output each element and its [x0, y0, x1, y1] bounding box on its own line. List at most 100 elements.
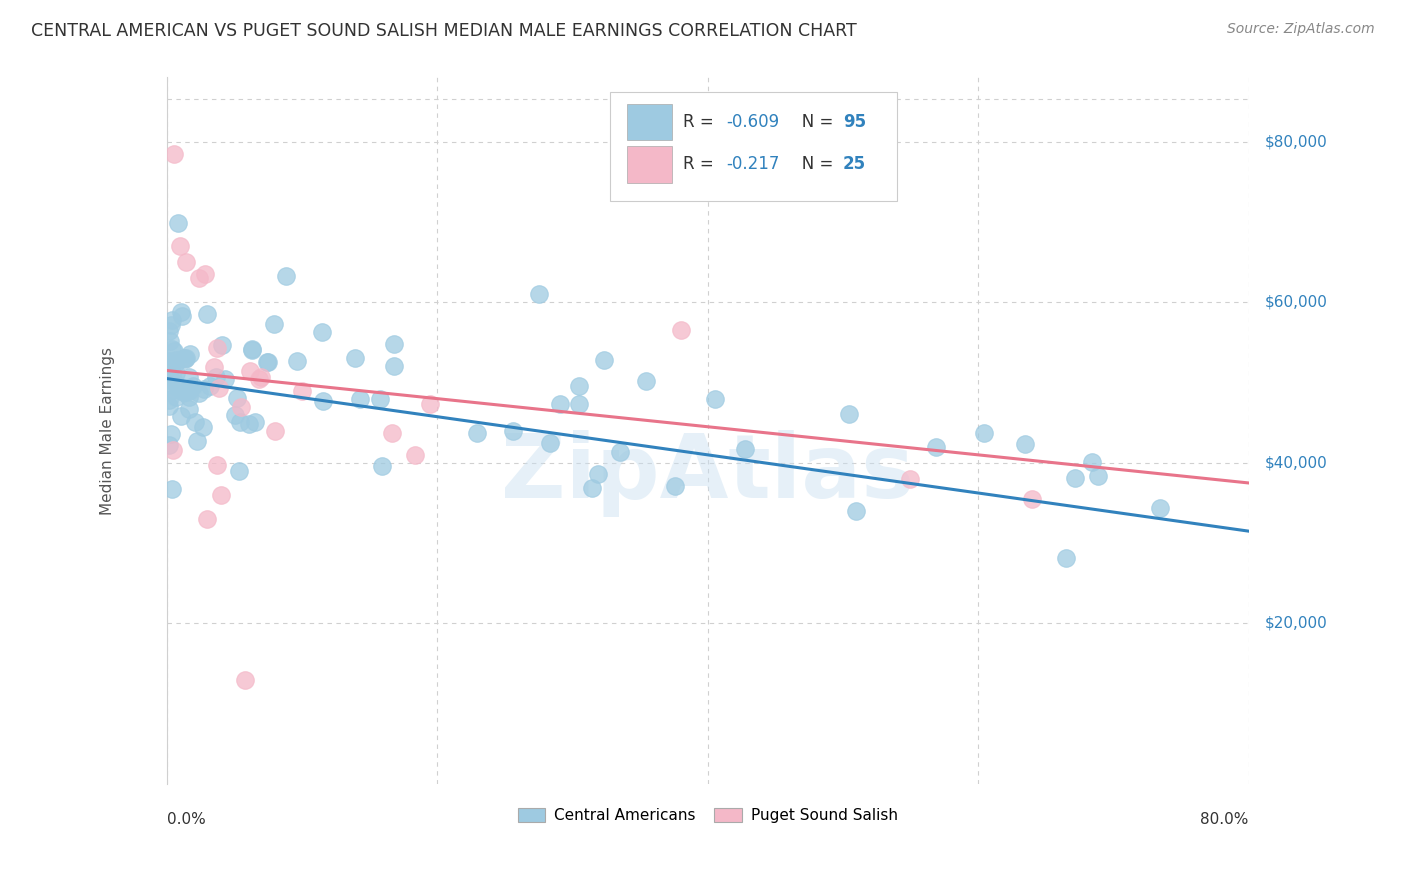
Point — [256, 355, 278, 369]
Point — [1014, 437, 1036, 451]
Point — [195, 512, 218, 526]
Text: N =: N = — [786, 113, 838, 131]
Point — [179, 391, 201, 405]
Point — [973, 426, 995, 441]
Text: 25: 25 — [842, 155, 866, 173]
Text: $40,000: $40,000 — [1265, 456, 1327, 470]
Point — [344, 351, 367, 365]
Point — [368, 392, 391, 406]
Point — [538, 436, 561, 450]
Point — [1081, 454, 1104, 468]
Point — [184, 415, 207, 429]
Point — [202, 359, 225, 374]
Point — [160, 371, 183, 385]
Text: CENTRAL AMERICAN VS PUGET SOUND SALISH MEDIAN MALE EARNINGS CORRELATION CHART: CENTRAL AMERICAN VS PUGET SOUND SALISH M… — [31, 22, 856, 40]
Point — [208, 381, 231, 395]
Point — [527, 287, 550, 301]
Point — [191, 419, 214, 434]
Point — [165, 390, 187, 404]
Point — [211, 337, 233, 351]
Point — [170, 409, 193, 424]
Text: 0.0%: 0.0% — [167, 813, 205, 828]
Point — [243, 416, 266, 430]
Point — [174, 255, 197, 269]
Point — [669, 323, 692, 337]
Text: $60,000: $60,000 — [1265, 294, 1327, 310]
Point — [925, 440, 948, 454]
Point — [177, 369, 200, 384]
Point — [502, 424, 524, 438]
Text: $20,000: $20,000 — [1265, 616, 1327, 631]
Point — [173, 384, 195, 399]
Point — [162, 383, 184, 397]
Point — [207, 458, 229, 473]
Point — [1087, 469, 1109, 483]
Point — [207, 341, 229, 355]
Point — [1054, 550, 1077, 565]
Point — [186, 434, 208, 448]
Point — [214, 372, 236, 386]
Point — [240, 343, 263, 357]
Point — [159, 399, 181, 413]
Text: $80,000: $80,000 — [1265, 134, 1327, 149]
Point — [311, 325, 333, 339]
Legend: Central Americans, Puget Sound Salish: Central Americans, Puget Sound Salish — [512, 802, 904, 830]
Point — [734, 442, 756, 456]
Point — [165, 357, 187, 371]
Point — [256, 355, 278, 369]
Point — [419, 397, 441, 411]
Point — [238, 417, 260, 432]
Point — [845, 504, 868, 518]
Point — [165, 376, 187, 390]
Point — [229, 415, 252, 429]
Point — [177, 402, 200, 417]
Point — [167, 216, 190, 230]
Point — [163, 343, 186, 358]
Point — [274, 269, 297, 284]
Point — [181, 379, 204, 393]
Point — [193, 382, 215, 396]
Point — [465, 425, 488, 440]
FancyBboxPatch shape — [610, 92, 897, 201]
Point — [165, 366, 187, 380]
Point — [568, 397, 591, 411]
Text: Source: ZipAtlas.com: Source: ZipAtlas.com — [1227, 22, 1375, 37]
Point — [169, 239, 191, 253]
Point — [159, 324, 181, 338]
Point — [160, 426, 183, 441]
Point — [609, 445, 631, 459]
Text: Median Male Earnings: Median Male Earnings — [100, 347, 115, 515]
Point — [172, 385, 194, 400]
Point — [228, 464, 250, 478]
Text: 80.0%: 80.0% — [1201, 813, 1249, 828]
Point — [382, 337, 405, 351]
Point — [240, 343, 263, 358]
Point — [162, 442, 184, 457]
Point — [159, 359, 181, 374]
Point — [195, 308, 218, 322]
Point — [247, 372, 270, 386]
Point — [382, 359, 405, 373]
Point — [548, 397, 571, 411]
Point — [179, 347, 201, 361]
Text: -0.217: -0.217 — [725, 155, 779, 173]
Point — [1149, 501, 1171, 516]
Point — [159, 354, 181, 368]
Point — [349, 392, 371, 406]
Point — [704, 392, 727, 407]
Point — [371, 459, 394, 474]
Point — [160, 342, 183, 356]
Point — [1064, 471, 1087, 485]
Point — [173, 351, 195, 365]
Point — [264, 424, 287, 438]
Point — [239, 364, 262, 378]
Point — [838, 408, 860, 422]
Point — [174, 352, 197, 367]
Point — [588, 467, 610, 481]
Point — [160, 365, 183, 379]
Point — [159, 334, 181, 349]
Point — [404, 449, 426, 463]
Point — [1021, 491, 1043, 506]
Point — [160, 482, 183, 496]
Point — [250, 369, 273, 384]
